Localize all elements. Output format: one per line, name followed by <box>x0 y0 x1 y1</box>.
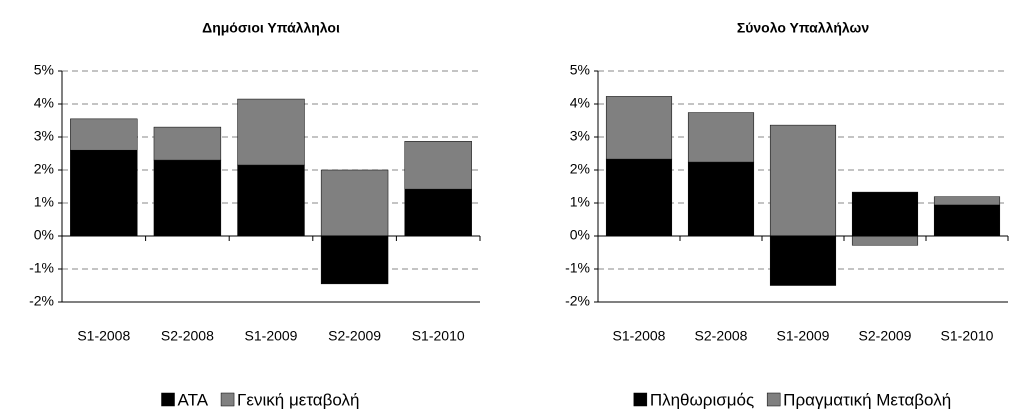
legend-label: Πραγματική Μεταβολή <box>783 390 951 409</box>
x-tick-label: S2-2009 <box>328 328 381 344</box>
bar-segment <box>687 161 755 237</box>
y-tick-label: 0% <box>34 227 54 243</box>
chart-title: Σύνολο Υπαλλήλων <box>737 20 870 36</box>
bar-segment <box>320 235 389 285</box>
y-tick-label: 4% <box>570 95 590 111</box>
y-tick-label: -1% <box>565 260 590 276</box>
bar-segment <box>769 124 837 237</box>
x-tick-label: S2-2009 <box>859 328 912 344</box>
bar-segment <box>320 169 389 237</box>
bar-segment <box>237 164 305 237</box>
x-tick-label: S1-2009 <box>245 328 298 344</box>
y-tick-label: -1% <box>29 260 54 276</box>
bar-segment <box>605 158 673 237</box>
bar-segment <box>769 235 837 286</box>
legend-swatch <box>766 392 781 407</box>
x-tick-label: S1-2009 <box>777 328 830 344</box>
y-tick-label: 2% <box>34 161 54 177</box>
bar-segment <box>237 98 305 166</box>
y-tick-label: 0% <box>570 227 590 243</box>
bar-segment <box>933 196 1001 206</box>
legend-swatch <box>633 392 648 407</box>
y-tick-label: 5% <box>34 62 54 78</box>
x-tick-label: S1-2008 <box>613 328 666 344</box>
bar-segment <box>851 191 919 237</box>
legend-swatch <box>161 392 175 407</box>
bar-segment <box>933 204 1001 237</box>
y-tick-label: -2% <box>29 293 54 309</box>
y-tick-label: 5% <box>570 62 590 78</box>
y-tick-label: 1% <box>34 194 54 210</box>
x-tick-label: S1-2010 <box>412 328 465 344</box>
legend-label: Γενική μεταβολή <box>237 390 359 409</box>
y-tick-label: 4% <box>34 95 54 111</box>
bar-segment <box>851 235 919 246</box>
x-tick-label: S2-2008 <box>161 328 214 344</box>
y-tick-label: -2% <box>565 293 590 309</box>
bar-segment <box>70 149 138 237</box>
bar-segment <box>404 188 472 237</box>
y-tick-label: 1% <box>570 194 590 210</box>
bar-segment <box>153 126 222 161</box>
x-tick-label: S1-2008 <box>77 328 130 344</box>
legend-swatch <box>220 392 235 407</box>
bar-segment <box>153 159 222 237</box>
bar-segment <box>404 141 472 190</box>
x-tick-label: S2-2008 <box>695 328 748 344</box>
chart-title: Δημόσιοι Υπάλληλοι <box>202 20 340 36</box>
bar-segment <box>605 96 673 160</box>
bar-segment <box>687 112 755 163</box>
y-tick-label: 3% <box>34 128 54 144</box>
legend-label: Πληθωρισμός <box>650 390 754 409</box>
y-tick-label: 3% <box>570 128 590 144</box>
bar-segment <box>70 118 138 151</box>
x-tick-label: S1-2010 <box>941 328 994 344</box>
legend-label: ATA <box>178 390 209 409</box>
y-tick-label: 2% <box>570 161 590 177</box>
